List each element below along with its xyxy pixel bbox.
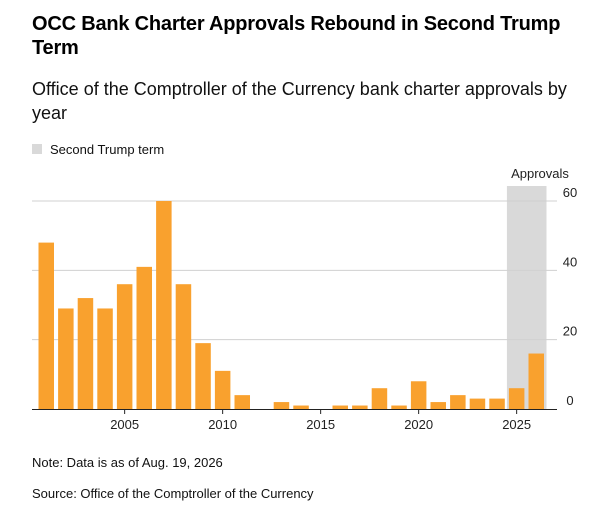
x-tick-label: 2010: [208, 417, 237, 432]
legend-label: Second Trump term: [50, 141, 165, 157]
bar-2009: [195, 343, 211, 409]
chart-subtitle: Office of the Comptroller of the Currenc…: [32, 79, 567, 123]
bar-2004: [97, 308, 113, 409]
legend: Second Trump term: [32, 141, 164, 157]
bar-2026: [528, 353, 544, 409]
bar-2014: [293, 405, 309, 409]
legend-swatch: [32, 144, 42, 154]
bar-2020: [410, 381, 427, 409]
x-tick-label: 2020: [404, 417, 433, 432]
bar-2006: [136, 266, 152, 409]
chart-note: Note: Data is as of Aug. 19, 2026: [32, 455, 223, 470]
bar-2005: [116, 284, 133, 409]
y-tick-label: 0: [566, 393, 573, 408]
y-tick-label: 60: [563, 185, 577, 200]
chart-title: OCC Bank Charter Approvals Rebound in Se…: [32, 13, 561, 59]
x-tick-label: 2025: [502, 417, 531, 432]
chart-source: Source: Office of the Comptroller of the…: [32, 486, 314, 501]
bar-2002: [58, 308, 74, 409]
bar-2022: [450, 395, 466, 409]
bar-chart: 0 20 40 60 2005 2010 2015 2020 2025 Approvals: [32, 166, 577, 432]
bar-2024: [489, 398, 505, 409]
bar-2023: [469, 398, 486, 409]
bar-2010: [214, 370, 231, 409]
y-axis-label: Approvals: [511, 166, 569, 181]
x-tick-label: 2005: [110, 417, 139, 432]
bar-2007: [156, 201, 172, 409]
bar-2021: [430, 402, 446, 409]
bar-2003: [77, 298, 94, 409]
bar-2011: [234, 395, 250, 409]
bar-2025: [508, 388, 525, 409]
bar-2016: [332, 405, 348, 409]
bar-2008: [175, 284, 192, 409]
bar-2018: [371, 388, 388, 409]
x-tick-label: 2015: [306, 417, 335, 432]
y-tick-label: 20: [563, 324, 577, 339]
bar-2013: [273, 402, 290, 409]
bar-2001: [38, 242, 54, 409]
bars: [38, 201, 544, 409]
bar-2017: [352, 405, 368, 409]
bar-2019: [391, 405, 407, 409]
axes: 0 20 40 60 2005 2010 2015 2020 2025: [32, 185, 577, 432]
y-tick-label: 40: [563, 254, 577, 269]
